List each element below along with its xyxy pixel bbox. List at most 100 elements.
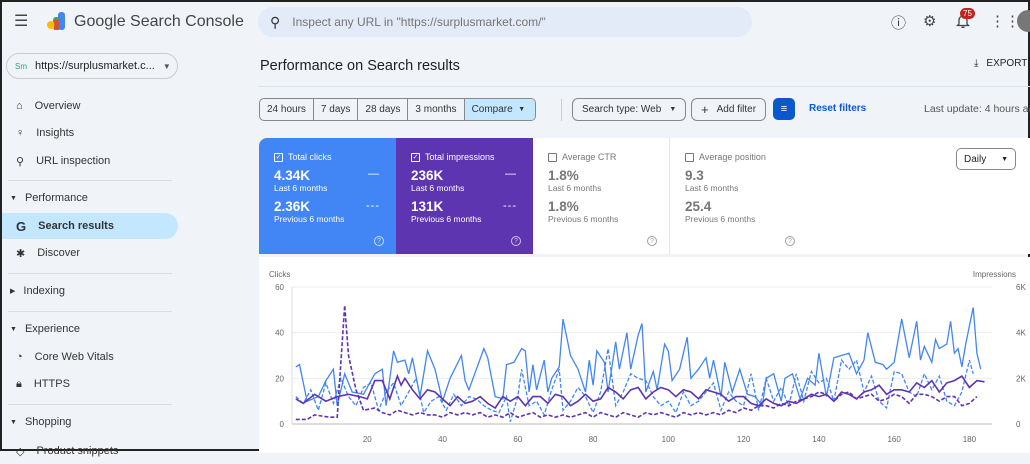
x-tick-label: 140 (812, 435, 826, 444)
sidebar-item-overview[interactable]: ⌂ Overview (2, 93, 178, 119)
metric-prev-value: 25.4 (685, 199, 712, 214)
sidebar-item-label: Product snippets (36, 445, 119, 457)
sidebar-item-url-inspection[interactable]: ⚲ URL inspection (2, 148, 178, 174)
metric-card-position[interactable]: Average position 9.3 Last 6 months 25.4 … (670, 138, 807, 254)
search-console-logo-icon (46, 11, 68, 31)
section-indexing[interactable]: ▶ Indexing (10, 285, 65, 297)
metric-prev-period: Previous 6 months (548, 214, 619, 224)
divider (8, 311, 172, 312)
url-inspect-input[interactable] (292, 15, 723, 29)
property-selector[interactable]: Sm https://surplusmarket.c... ▼ (6, 53, 178, 79)
help-icon[interactable]: ? (511, 236, 521, 246)
home-icon: ⌂ (16, 100, 23, 112)
x-tick-label: 160 (887, 435, 901, 444)
checkbox-unchecked-icon[interactable] (685, 152, 694, 162)
y2-tick-label: 0 (1016, 420, 1021, 429)
solid-line-legend-icon: — (368, 168, 380, 180)
y2-tick-label: 2K (1016, 374, 1026, 383)
property-label: https://surplusmarket.c... (35, 60, 155, 72)
granularity-dropdown[interactable]: Daily ▼ (956, 148, 1016, 170)
divider (561, 99, 562, 121)
section-performance[interactable]: ▼ Performance (10, 192, 88, 204)
avatar[interactable] (1017, 10, 1030, 32)
last-update-text: Last update: 4 hours ago (924, 103, 1030, 115)
download-icon: ⤓ (974, 58, 979, 69)
apps-grid-icon[interactable]: ⋮⋮ (990, 13, 1020, 30)
range-24-hours[interactable]: 24 hours (260, 99, 314, 120)
range-7-days[interactable]: 7 days (314, 99, 359, 120)
x-tick-label: 120 (737, 435, 751, 444)
granularity-label: Daily (964, 153, 987, 165)
help-icon[interactable]: ? (374, 236, 384, 246)
main-menu-icon[interactable]: ☰ (14, 13, 29, 30)
sidebar-item-search-results[interactable]: G Search results (2, 213, 178, 239)
metric-card-ctr[interactable]: Average CTR 1.8% Last 6 months 1.8% Prev… (533, 138, 670, 254)
add-filter-label: Add filter (716, 104, 757, 115)
caret-down-icon: ▼ (10, 194, 17, 202)
metric-prev-period: Previous 6 months (411, 214, 482, 224)
help-icon[interactable]: ? (647, 236, 657, 246)
metric-value: 4.34K (274, 168, 311, 183)
metric-card-impressions[interactable]: ✓ Total impressions 236K Last 6 months 13… (396, 138, 533, 254)
sidebar-item-insights[interactable]: ♀ Insights (2, 120, 178, 146)
users-settings-icon[interactable]: ⚙ (923, 13, 937, 30)
x-tick-label: 40 (438, 435, 447, 444)
sidebar-item-https[interactable]: 🔒︎ HTTPS (2, 371, 178, 397)
checkbox-checked-icon[interactable]: ✓ (411, 152, 420, 162)
lock-icon: 🔒︎ (16, 377, 22, 390)
x-tick-label: 80 (589, 435, 598, 444)
date-range-selector: 24 hours 7 days 28 days 3 months Compare… (259, 98, 537, 121)
property-favicon-icon: Sm (15, 61, 27, 71)
export-button[interactable]: ⤓ EXPORT (974, 58, 1027, 69)
sidebar-item-label: Core Web Vitals (34, 351, 114, 363)
url-inspect-search[interactable]: ⚲ (258, 7, 752, 37)
sidebar-item-label: HTTPS (33, 378, 70, 390)
series-line-0 (295, 307, 982, 408)
y-tick-label: 40 (275, 329, 284, 338)
plus-icon: + (701, 102, 709, 117)
range-28-days[interactable]: 28 days (358, 99, 409, 120)
metric-value: 9.3 (685, 168, 704, 183)
metric-prev-period: Previous 6 months (274, 214, 345, 224)
checkbox-unchecked-icon[interactable] (548, 152, 557, 162)
sidebar-item-label: URL inspection (36, 155, 111, 167)
y2-axis-label: Impressions (973, 270, 1016, 279)
section-experience[interactable]: ▼ Experience (10, 323, 80, 335)
sidebar-item-discover[interactable]: ✱ Discover (2, 240, 178, 266)
reset-filters-link[interactable]: Reset filters (809, 103, 867, 114)
solid-line-legend-icon: — (505, 168, 517, 180)
search-type-dropdown[interactable]: Search type: Web ▼ (572, 98, 687, 121)
sidebar-item-core-web-vitals[interactable]: ◔ Core Web Vitals (2, 344, 178, 370)
section-label: Shopping (24, 416, 72, 428)
metric-period: Last 6 months (685, 183, 739, 193)
sidebar-item-label: Search results (38, 220, 114, 232)
dashed-line-legend-icon: --- (366, 200, 380, 212)
y2-tick-label: 6K (1016, 283, 1026, 292)
metric-prev-period: Previous 6 months (685, 214, 756, 224)
metric-card-clicks[interactable]: ✓ Total clicks 4.34K Last 6 months 2.36K … (259, 138, 396, 254)
divider (258, 86, 1030, 87)
checkbox-checked-icon[interactable]: ✓ (274, 152, 283, 162)
sidebar-item-label: Overview (34, 100, 81, 112)
add-filter-button[interactable]: + Add filter (691, 98, 767, 121)
series-line-3 (295, 305, 978, 421)
section-label: Performance (24, 192, 88, 204)
section-shopping[interactable]: ▼ Shopping (10, 416, 71, 428)
compare-dropdown[interactable]: Compare ▼ (464, 99, 536, 120)
search-icon: ⚲ (16, 155, 25, 168)
range-3-months[interactable]: 3 months (408, 99, 465, 120)
chevron-down-icon: ▼ (518, 106, 526, 113)
x-tick-label: 60 (513, 435, 522, 444)
series-line-1 (295, 348, 974, 422)
sidebar-item-product-snippets[interactable]: ◇ Product snippets (2, 438, 178, 464)
metric-label: Average position (699, 152, 766, 162)
asterisk-icon: ✱ (16, 247, 26, 260)
filter-settings-icon[interactable]: ≡ (773, 98, 795, 120)
help-icon[interactable]: ⓘ (891, 15, 907, 32)
x-tick-label: 100 (662, 435, 676, 444)
help-icon[interactable]: ? (785, 236, 795, 246)
tag-icon: ◇ (16, 445, 25, 458)
search-icon: ⚲ (270, 13, 281, 30)
metric-prev-value: 1.8% (548, 199, 579, 214)
lightbulb-icon: ♀ (16, 127, 25, 139)
